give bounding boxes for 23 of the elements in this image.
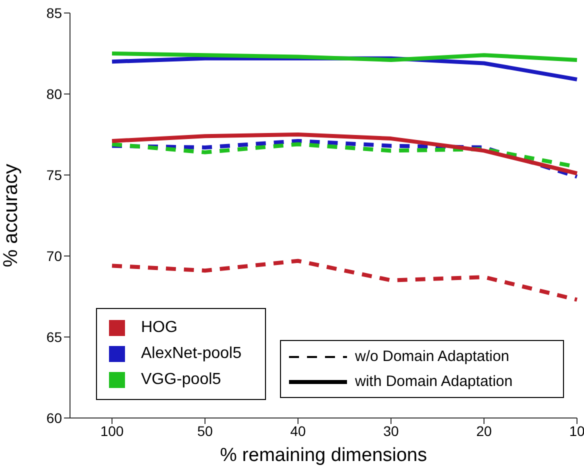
x-axis-title: % remaining dimensions bbox=[220, 445, 427, 466]
x-tick-label: 40 bbox=[290, 422, 306, 439]
y-tick-label: 85 bbox=[46, 4, 62, 21]
y-axis-title: % accuracy bbox=[0, 164, 22, 268]
line-series bbox=[110, 132, 579, 176]
y-tick-label: 75 bbox=[46, 166, 62, 183]
y-tick-label: 80 bbox=[46, 86, 62, 102]
x-tick-label: 50 bbox=[197, 422, 213, 439]
line-series bbox=[110, 138, 579, 179]
line-series bbox=[110, 258, 579, 302]
legend-label: AlexNet-pool5 bbox=[141, 345, 242, 363]
x-tick-label: 10 bbox=[569, 422, 584, 439]
legend-label: HOG bbox=[141, 319, 178, 337]
y-tick-label: 65 bbox=[46, 328, 62, 345]
x-tick-label: 20 bbox=[476, 422, 492, 439]
x-tick-label: 30 bbox=[383, 422, 399, 439]
annotation: w/o Domain Adaptation bbox=[355, 348, 510, 365]
annotation: with Domain Adaptation bbox=[355, 373, 513, 390]
x-tick-label: 100 bbox=[100, 422, 124, 439]
y-tick-label: 70 bbox=[46, 248, 62, 264]
legend-label: VGG-pool5 bbox=[141, 371, 222, 389]
line-series bbox=[110, 52, 579, 62]
y-tick-label: 60 bbox=[46, 410, 62, 426]
